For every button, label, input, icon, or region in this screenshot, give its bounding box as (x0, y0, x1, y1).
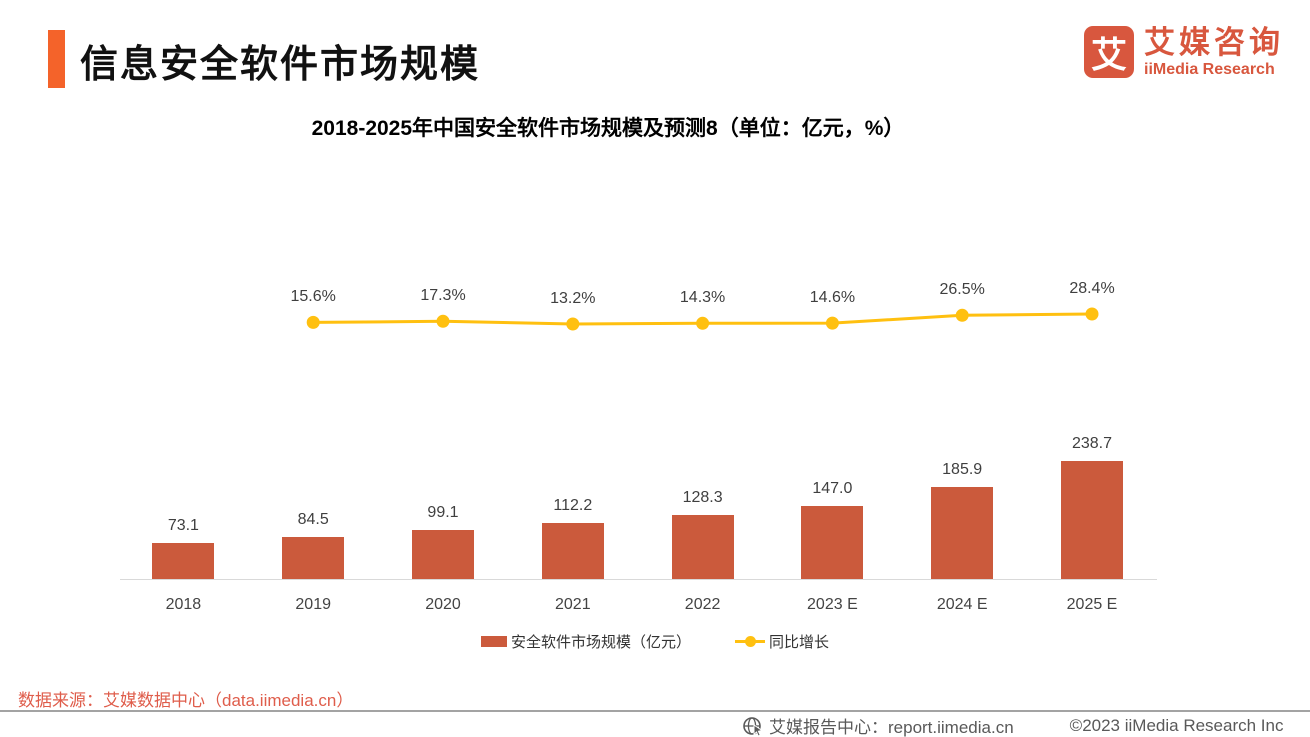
x-axis-label: 2024 E (936, 596, 988, 613)
growth-value-label: 13.2% (550, 290, 596, 307)
growth-point (825, 316, 839, 330)
iimedia-logo: 艾 艾媒咨询 iiMedia Research (1084, 26, 1284, 80)
bar-value-label: 185.9 (942, 460, 983, 478)
bar-series-swatch-icon (480, 636, 507, 647)
x-axis-label: 2020 (425, 596, 461, 613)
x-axis-label: 2025 E (1066, 596, 1118, 613)
growth-point (955, 308, 969, 322)
growth-point (306, 315, 320, 329)
footer-info: 艾媒报告中心：report.iimedia.cn ©2023 iiMedia R… (742, 713, 1283, 737)
x-axis-label: 2023 E (807, 596, 858, 613)
title-accent-bar (48, 30, 65, 88)
chart-title: 2018-2025年中国安全软件市场规模及预测8（单位：亿元，%） (311, 117, 905, 140)
bar-2022 (671, 515, 734, 579)
report-center-link: 艾媒报告中心：report.iimedia.cn (769, 718, 1014, 737)
growth-point (566, 317, 580, 331)
growth-value-label: 26.5% (939, 281, 985, 299)
bar-2024E (931, 486, 994, 579)
bar-value-label: 112.2 (553, 497, 593, 515)
x-axis-label: 2022 (684, 596, 721, 613)
brand-name-en: iiMedia Research (1144, 61, 1275, 78)
page-title: 信息安全软件市场规模 (80, 44, 481, 86)
globe-cursor-icon (742, 715, 764, 737)
bar-value-label: 84.5 (297, 511, 329, 529)
growth-value-label: 14.3% (679, 289, 726, 307)
bar-value-label: 99.1 (427, 503, 459, 521)
bar-value-label: 73.1 (167, 516, 199, 534)
legend-label-bars: 安全软件市场规模（亿元） (510, 634, 691, 651)
growth-value-label: 14.6% (809, 289, 856, 307)
bar-2020 (412, 529, 474, 579)
bar-2021 (541, 523, 604, 579)
bar-value-label: 147.0 (812, 480, 853, 498)
bar-2018 (152, 542, 215, 579)
bar-2019 (282, 537, 345, 579)
bar-2023E (801, 506, 864, 579)
x-axis-label: 2018 (165, 596, 202, 613)
legend-item-line: 同比增长 (735, 631, 829, 652)
line-series-swatch-icon (735, 636, 765, 647)
x-axis-label: 2019 (295, 596, 331, 613)
brand-name-cn: 艾媒咨询 (1144, 25, 1284, 60)
x-axis-line (120, 579, 1157, 580)
bar-value-label: 128.3 (682, 489, 723, 507)
iimedia-logo-icon: 艾 (1084, 26, 1134, 78)
growth-value-label: 15.6% (290, 288, 336, 306)
x-axis-label: 2021 (555, 596, 591, 613)
growth-value-label: 17.3% (420, 287, 466, 305)
growth-point (696, 316, 710, 330)
growth-value-label: 28.4% (1069, 280, 1115, 297)
growth-point (436, 314, 450, 328)
legend-item-bars: 安全软件市场规模（亿元） (480, 631, 691, 652)
bar-2025E (1061, 460, 1123, 579)
legend-label-line: 同比增长 (769, 634, 830, 651)
bar-value-label: 238.7 (1071, 434, 1113, 452)
chart-legend: 安全软件市场规模（亿元） 同比增长 (0, 631, 1310, 652)
data-source-note: 数据来源：艾媒数据中心（data.iimedia.cn） (18, 691, 354, 710)
footer-divider (0, 710, 1310, 712)
copyright-text: ©2023 iiMedia Research Inc (1069, 715, 1284, 735)
growth-point (1085, 307, 1099, 321)
